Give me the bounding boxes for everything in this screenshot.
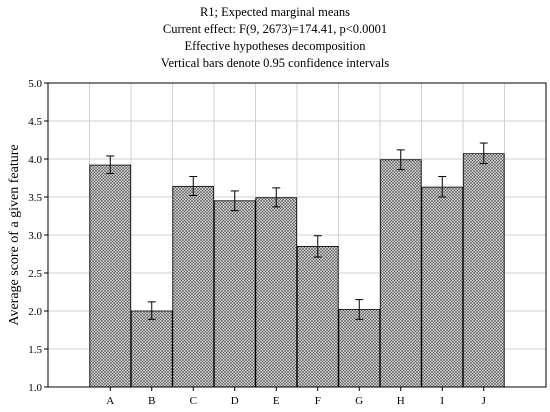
bar-C (172, 185, 215, 388)
x-tick-label-E: E (273, 395, 280, 407)
y-tick-label: 3.5 (28, 192, 42, 204)
title-line-4: Vertical bars denote 0.95 confidence int… (161, 56, 390, 70)
chart-title: R1; Expected marginal means Current effe… (161, 5, 390, 70)
title-line-2: Current effect: F(9, 2673)=174.41, p<0.0… (163, 22, 387, 36)
y-tick-label: 4.5 (28, 116, 42, 128)
y-tick-label: 5.0 (28, 78, 42, 90)
bar-I (421, 186, 464, 388)
bar-H (379, 159, 422, 388)
y-axis-label: Average score of a given feature (7, 144, 22, 325)
x-tick-label-H: H (397, 395, 405, 407)
y-tick-label: 2.5 (28, 268, 42, 280)
bars (89, 153, 505, 388)
x-tick-label-I: I (440, 395, 444, 407)
y-tick-label: 4.0 (28, 154, 42, 166)
y-tick-label: 1.0 (28, 382, 42, 394)
confidence-intervals (106, 142, 488, 320)
x-tick-label-D: D (231, 395, 239, 407)
bar-B (130, 310, 173, 388)
bar-D (213, 200, 256, 388)
bar-G (338, 309, 381, 388)
x-tick-label-A: A (106, 395, 114, 407)
title-line-1: R1; Expected marginal means (200, 5, 350, 19)
bar-A (89, 164, 132, 388)
x-axis-ticks: A B C D E F G H I J (106, 387, 487, 407)
x-tick-label-B: B (148, 395, 155, 407)
x-tick-label-F: F (315, 395, 321, 407)
bar-F (296, 245, 339, 388)
bar-E (255, 197, 298, 388)
x-tick-label-G: G (355, 395, 363, 407)
y-tick-label: 3.0 (28, 230, 42, 242)
y-axis-ticks: 1.0 1.5 2.0 2.5 3.0 3.5 4.0 4.5 5.0 (28, 78, 48, 394)
title-line-3: Effective hypotheses decomposition (185, 39, 367, 53)
x-tick-label-C: C (190, 395, 197, 407)
x-tick-label-J: J (482, 395, 487, 407)
bar-J (462, 153, 505, 388)
y-tick-label: 2.0 (28, 306, 42, 318)
y-tick-label: 1.5 (28, 344, 42, 356)
